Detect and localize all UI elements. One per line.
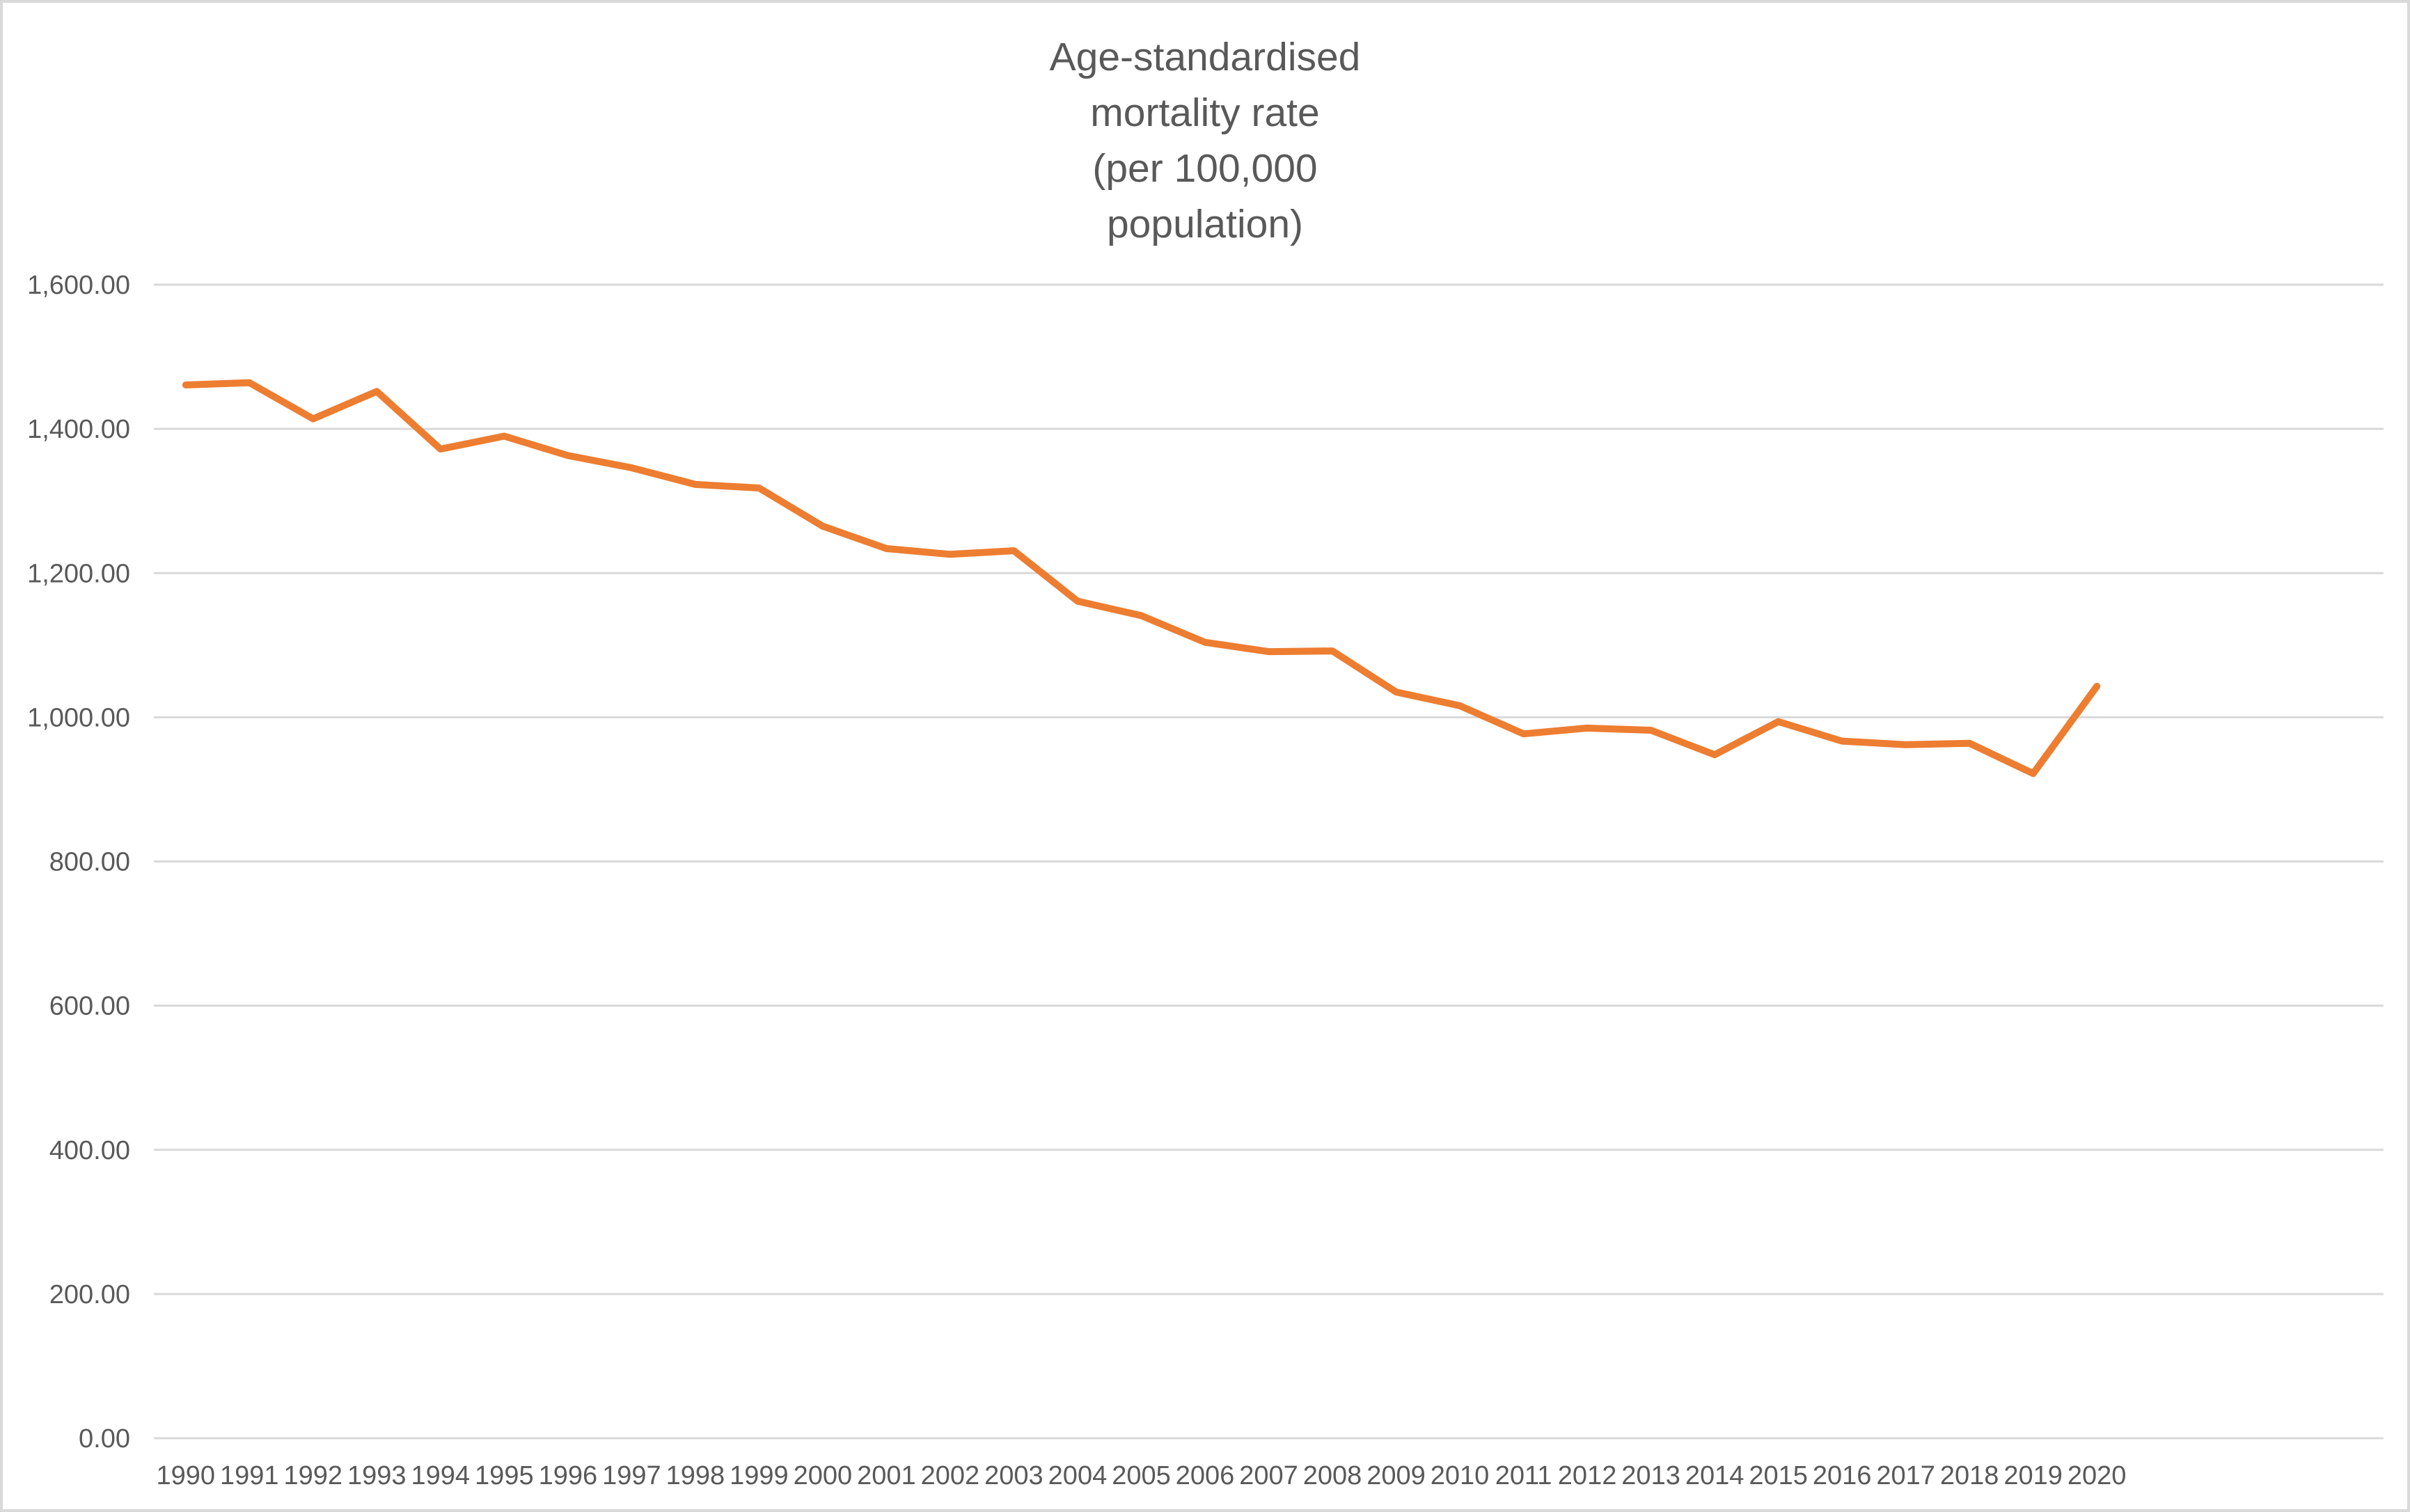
x-tick-label: 2016 [1813, 1461, 1872, 1490]
line-chart-plot: 0.00 200.00 400.00 600.00 800.00 1,000.00 1,20… [27, 271, 2384, 1490]
y-tick-label: 600.00 [49, 992, 130, 1021]
chart-title-line: (per 100,000 [1092, 146, 1318, 191]
y-tick-label: 1,600.00 [27, 271, 130, 300]
x-tick-label: 2001 [857, 1461, 916, 1490]
x-tick-label: 2013 [1621, 1461, 1680, 1490]
y-tick-label: 0.00 [79, 1424, 130, 1454]
x-tick-label: 2007 [1239, 1461, 1298, 1490]
mortality-rate-series-line [182, 379, 2101, 778]
x-tick-label: 2005 [1112, 1461, 1171, 1490]
x-tick-label: 2006 [1176, 1461, 1235, 1490]
x-tick-label: 1993 [347, 1461, 407, 1490]
x-tick-label: 1998 [666, 1461, 725, 1490]
x-tick-label: 1996 [539, 1461, 598, 1490]
x-tick-label: 2017 [1876, 1461, 1935, 1490]
x-tick-label: 2010 [1431, 1461, 1490, 1490]
chart-title-line: mortality rate [1090, 90, 1320, 135]
chart-title-line: population) [1106, 202, 1304, 246]
chart-title: Age-standardised mortality rate (per 100… [3, 29, 2407, 252]
x-tick-label: 1992 [284, 1461, 343, 1490]
chart-title-line: Age-standardised [1049, 35, 1361, 79]
x-tick-label: 2008 [1303, 1461, 1362, 1490]
x-tick-label: 2015 [1749, 1461, 1808, 1490]
x-tick-label: 1995 [475, 1461, 534, 1490]
x-tick-label: 2011 [1495, 1461, 1552, 1490]
y-tick-label: 400.00 [49, 1136, 130, 1165]
y-tick-label: 800.00 [49, 848, 130, 877]
x-tick-label: 2000 [794, 1461, 853, 1490]
x-tick-label: 2002 [921, 1461, 980, 1490]
x-tick-label: 2020 [2068, 1461, 2127, 1490]
x-tick-label: 1999 [730, 1461, 789, 1490]
x-tick-label: 2004 [1048, 1461, 1108, 1490]
y-tick-label: 1,200.00 [27, 559, 130, 588]
x-tick-label: 2019 [2003, 1461, 2063, 1490]
y-tick-label: 1,000.00 [27, 703, 130, 732]
x-tick-label: 1990 [156, 1461, 215, 1490]
x-tick-label: 2012 [1558, 1461, 1617, 1490]
x-tick-label: 2009 [1367, 1461, 1426, 1490]
x-tick-label: 1991 [220, 1461, 279, 1490]
x-tick-label: 1994 [411, 1461, 471, 1490]
x-tick-label: 2003 [984, 1461, 1043, 1490]
x-tick-label: 2018 [1940, 1461, 1999, 1490]
y-tick-label: 1,400.00 [27, 415, 130, 444]
x-tick-label: 1997 [602, 1461, 661, 1490]
x-tick-label: 2014 [1685, 1461, 1745, 1490]
y-tick-label: 200.00 [49, 1280, 130, 1309]
